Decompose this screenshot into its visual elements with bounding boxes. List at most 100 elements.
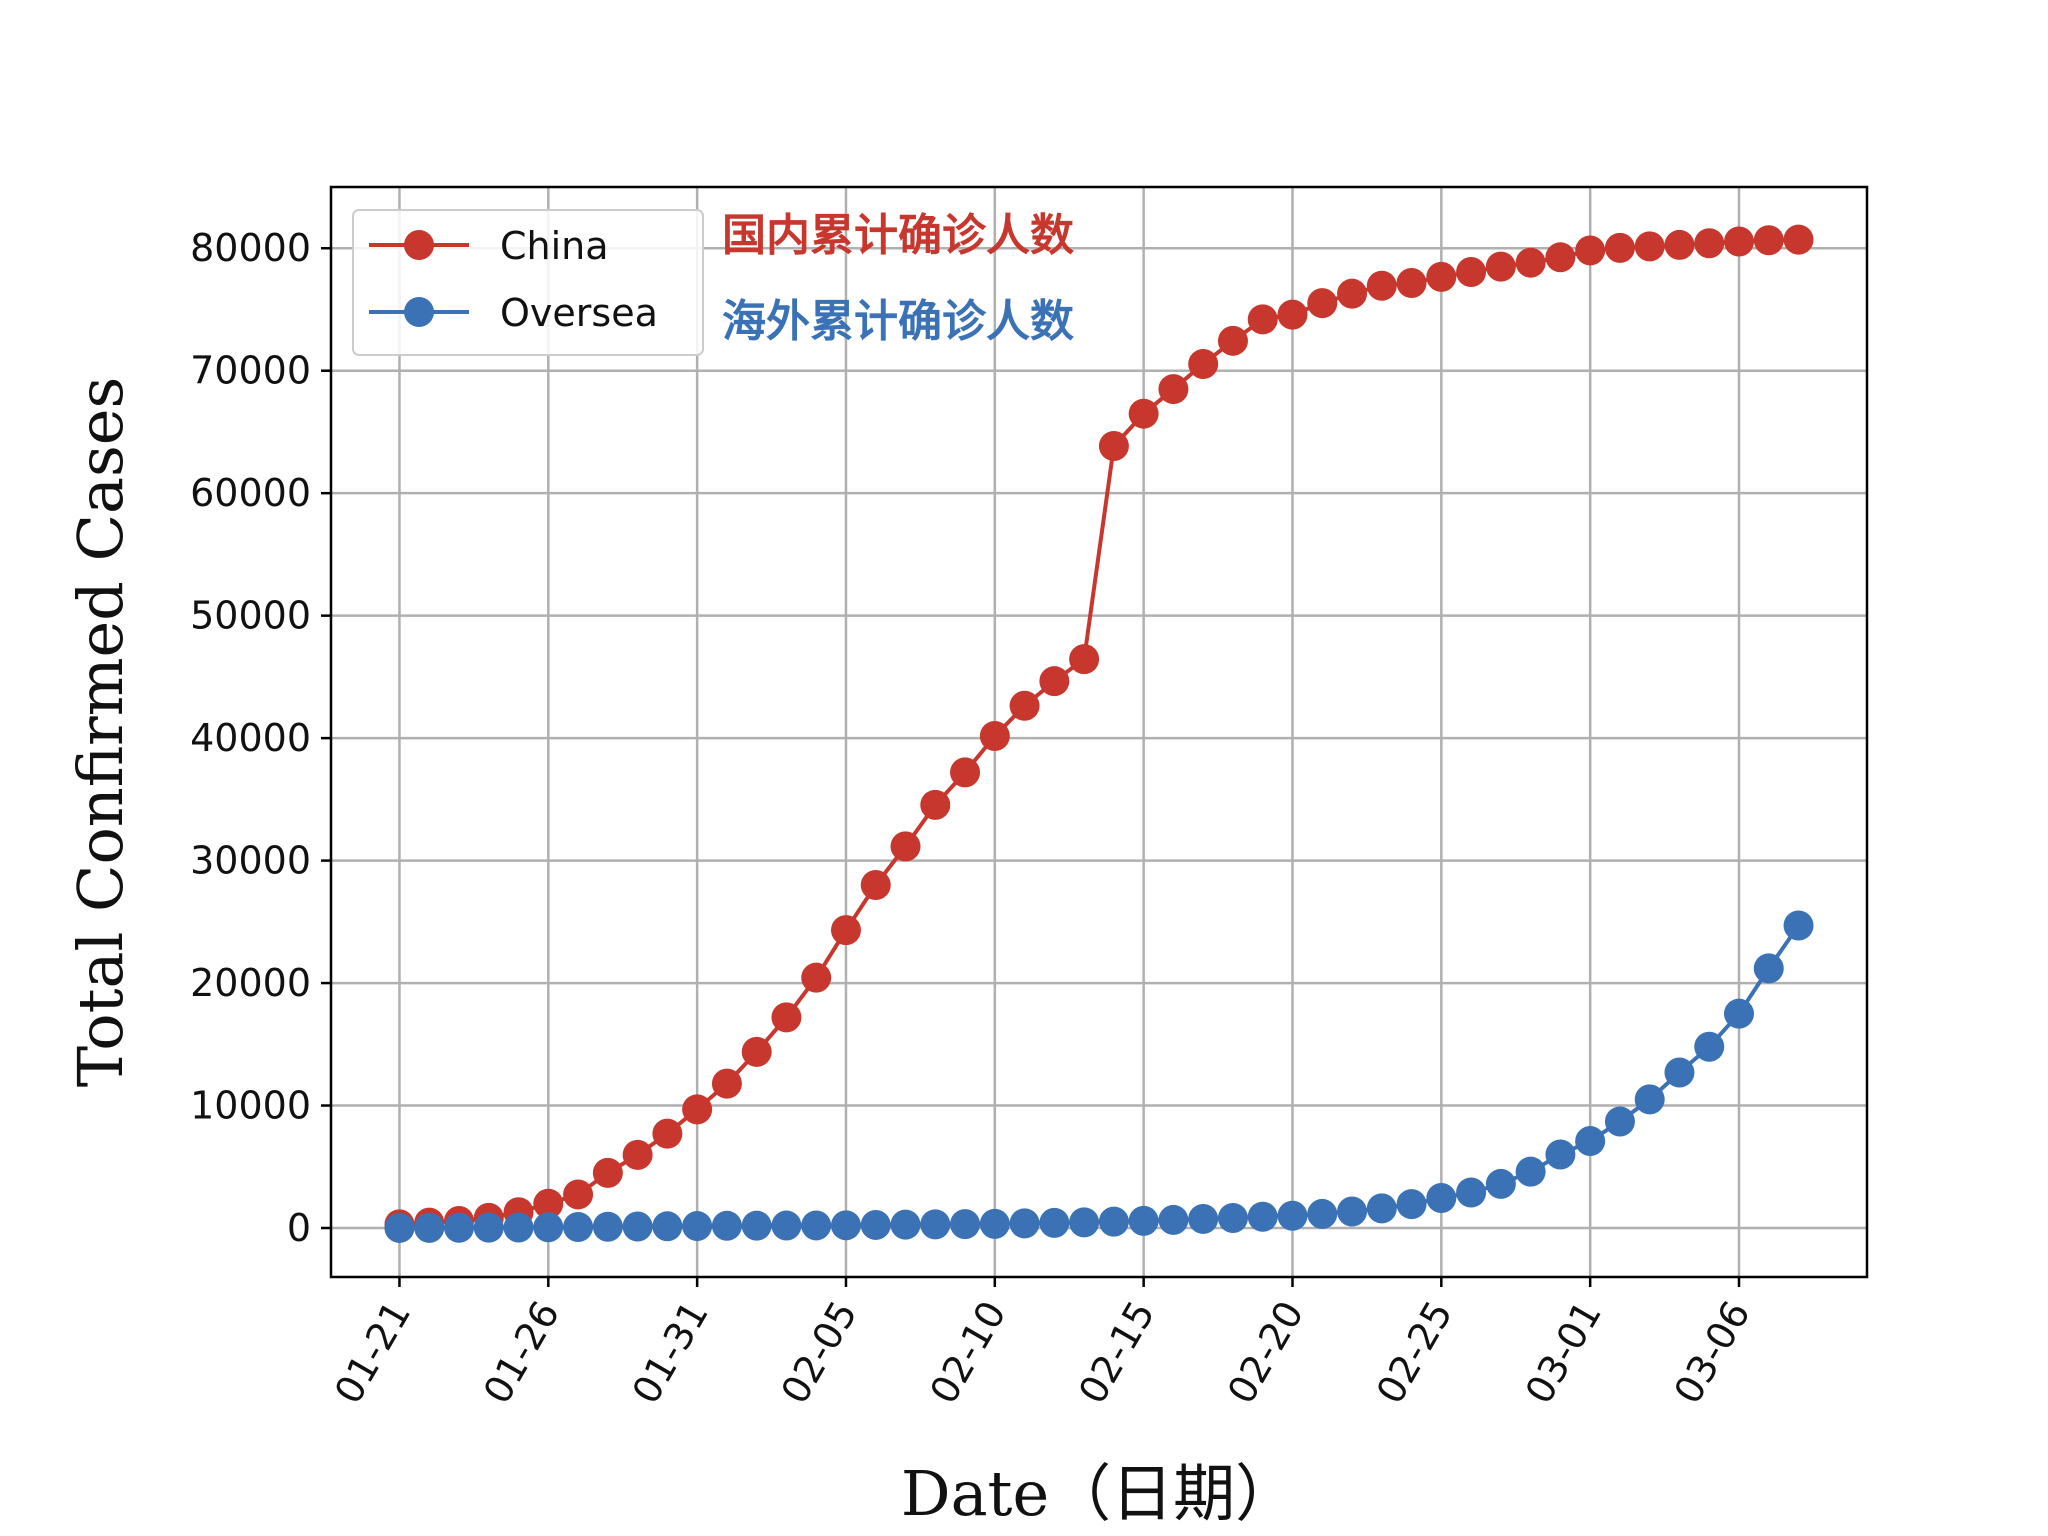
data-point-oversea [1664,1057,1695,1088]
data-point-oversea [1158,1204,1189,1235]
x-tick-label: 01-21 [326,1294,419,1412]
legend-marker-china [404,230,434,260]
data-point-china [1604,232,1635,263]
data-point-china [622,1139,653,1170]
plot-frame [329,185,1869,1279]
data-point-oversea [1783,910,1814,941]
y-tick-label: 10000 [190,1084,311,1128]
data-point-oversea [1217,1202,1248,1233]
data-point-oversea [444,1212,474,1243]
data-point-china [1128,398,1159,429]
annotation-oversea: 海外累计确诊人数 [722,296,1074,347]
legend-label-oversea: Oversea [500,291,658,335]
data-point-oversea [771,1210,802,1241]
x-tick-label: 01-26 [475,1294,568,1412]
data-point-china [1783,224,1814,255]
data-point-china [1575,235,1606,266]
x-tick-label: 03-01 [1517,1294,1610,1412]
data-point-oversea [1247,1201,1278,1232]
y-tick-label: 60000 [190,471,311,515]
x-tick-label: 02-10 [921,1294,1014,1412]
data-point-china [1098,431,1129,462]
data-point-china [741,1036,772,1067]
data-point-oversea [1098,1206,1129,1237]
data-point-oversea [503,1212,534,1243]
data-point-oversea [1604,1106,1635,1137]
x-tick-label: 03-06 [1665,1294,1758,1412]
data-point-china [1753,225,1784,256]
data-point-oversea [1515,1156,1546,1187]
data-point-china [890,831,921,862]
y-tick-label: 80000 [190,226,311,270]
data-point-china [1069,644,1100,675]
data-point-oversea [890,1209,921,1240]
data-point-oversea [950,1209,981,1240]
y-tick-label: 50000 [190,594,311,638]
data-point-china [1277,299,1308,330]
x-tick-label: 02-05 [772,1294,865,1412]
data-point-china [711,1068,742,1099]
x-tick-label: 02-25 [1368,1294,1461,1412]
x-axis-ticks: 01-21 01-26 01-31 02-05 02-10 02-15 02-20 02-25… [326,1277,1759,1411]
annotation-china: 国内累计确诊人数 [722,210,1074,261]
data-point-oversea [533,1212,564,1243]
data-point-china [1337,278,1368,309]
x-tick-label: 02-20 [1219,1294,1312,1412]
data-point-china [1426,261,1457,292]
data-point-oversea [652,1211,683,1242]
data-point-china [592,1157,623,1188]
data-point-oversea [682,1211,713,1242]
series-layer [384,224,1814,1243]
data-point-oversea [920,1209,951,1240]
data-point-oversea [1188,1203,1219,1234]
data-point-china [1307,288,1338,319]
data-point-oversea [563,1212,594,1243]
data-point-china [652,1118,683,1149]
data-point-china [830,915,861,946]
data-point-china [1247,304,1278,335]
data-point-oversea [860,1209,891,1240]
y-tick-label: 20000 [190,961,311,1005]
data-point-china [771,1002,802,1033]
data-point-oversea [592,1211,623,1242]
data-point-china [1515,247,1546,278]
data-point-china [563,1179,594,1210]
legend-label-china: China [500,224,609,268]
data-point-china [950,757,981,788]
data-point-oversea [1545,1139,1576,1170]
legend-marker-oversea [404,297,434,327]
data-point-oversea [1396,1189,1427,1220]
data-point-oversea [384,1212,415,1243]
data-point-oversea [711,1210,742,1241]
data-point-china [533,1188,564,1219]
data-point-oversea [1039,1207,1070,1238]
data-point-oversea [1694,1031,1725,1062]
data-point-oversea [801,1210,832,1241]
data-point-oversea [1724,998,1754,1029]
data-point-oversea [1575,1126,1606,1157]
x-axis-label: Date（日期） [901,1457,1297,1530]
data-point-oversea [1634,1084,1665,1115]
y-tick-label: 70000 [190,349,311,393]
series-line-china [399,237,1799,1227]
data-point-oversea [1753,953,1784,984]
data-point-china [1039,666,1070,697]
data-point-china [1456,256,1487,287]
data-point-oversea [979,1208,1010,1239]
data-point-china [1396,268,1427,299]
y-axis-ticks: 0 10000 20000 30000 40000 50000 60000 70000 8000… [190,226,331,1250]
data-point-china [1664,229,1695,260]
data-point-china [979,721,1010,752]
data-point-china [860,869,891,900]
data-point-china [1724,226,1754,257]
data-point-china [1188,348,1219,379]
data-point-oversea [1009,1208,1040,1239]
data-point-oversea [1069,1207,1100,1238]
data-point-oversea [473,1212,504,1243]
data-point-china [1485,251,1516,282]
data-point-oversea [1366,1193,1397,1224]
data-point-china [682,1094,713,1125]
data-point-china [1694,228,1725,259]
data-point-china [1009,690,1040,721]
